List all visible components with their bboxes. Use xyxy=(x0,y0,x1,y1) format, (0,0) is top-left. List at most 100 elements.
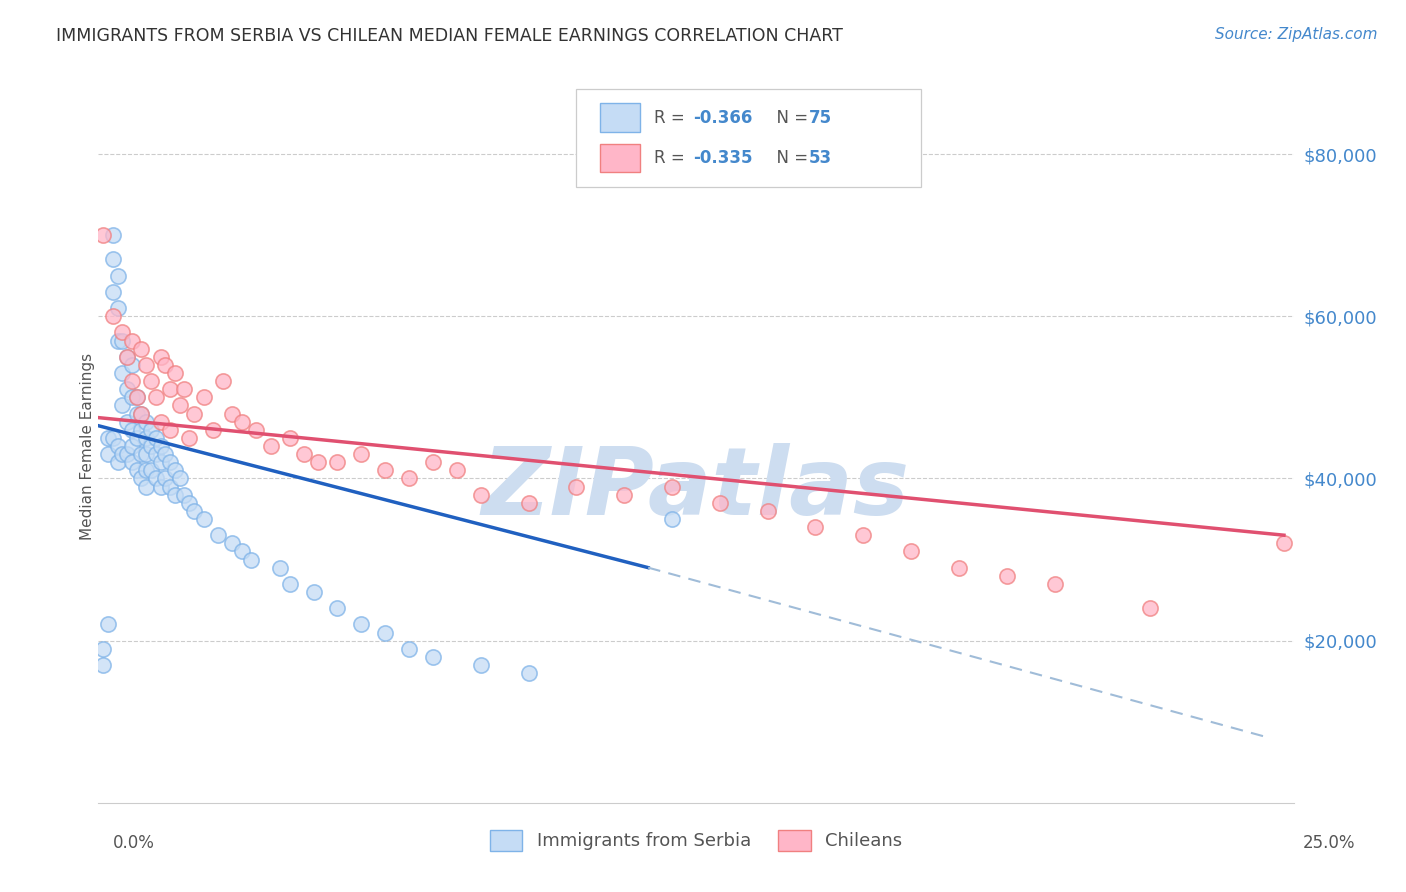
Point xyxy=(145,431,167,445)
Point xyxy=(159,423,181,437)
Point xyxy=(111,334,134,348)
Point xyxy=(613,488,636,502)
Point xyxy=(121,423,143,437)
Point xyxy=(326,455,349,469)
Text: Source: ZipAtlas.com: Source: ZipAtlas.com xyxy=(1215,27,1378,42)
Point xyxy=(374,463,396,477)
Text: 75: 75 xyxy=(808,109,831,127)
Point xyxy=(101,431,124,445)
Point xyxy=(111,399,134,413)
Text: IMMIGRANTS FROM SERBIA VS CHILEAN MEDIAN FEMALE EARNINGS CORRELATION CHART: IMMIGRANTS FROM SERBIA VS CHILEAN MEDIAN… xyxy=(56,27,844,45)
Point xyxy=(269,560,291,574)
Point xyxy=(169,471,191,485)
Text: N =: N = xyxy=(766,149,814,167)
Point xyxy=(121,374,143,388)
Point xyxy=(179,431,201,445)
Point xyxy=(131,407,153,421)
Point xyxy=(135,447,157,461)
Point xyxy=(131,447,153,461)
Point xyxy=(202,423,225,437)
Point xyxy=(107,301,129,315)
Point xyxy=(278,577,301,591)
Point xyxy=(159,382,181,396)
Point xyxy=(125,431,148,445)
Point xyxy=(995,568,1018,582)
Point xyxy=(135,463,157,477)
Point xyxy=(135,431,157,445)
Point xyxy=(107,439,129,453)
Point xyxy=(207,528,229,542)
Point xyxy=(97,447,120,461)
Point xyxy=(173,382,195,396)
Point xyxy=(517,666,540,681)
Point xyxy=(221,536,243,550)
Point xyxy=(121,439,143,453)
Point xyxy=(101,252,124,267)
Point xyxy=(661,479,683,493)
Point xyxy=(101,285,124,299)
Point xyxy=(149,415,172,429)
Point xyxy=(101,310,124,324)
Text: R =: R = xyxy=(654,149,690,167)
Point xyxy=(422,649,444,664)
Point xyxy=(131,342,153,356)
Point xyxy=(111,447,134,461)
Point xyxy=(121,455,143,469)
Point xyxy=(155,471,177,485)
Text: -0.335: -0.335 xyxy=(693,149,752,167)
Point xyxy=(107,334,129,348)
Point xyxy=(139,463,162,477)
Point xyxy=(115,350,138,364)
Text: 53: 53 xyxy=(808,149,831,167)
Point xyxy=(125,407,148,421)
Text: 0.0%: 0.0% xyxy=(112,834,155,852)
Point xyxy=(111,366,134,380)
Point xyxy=(155,358,177,372)
Point xyxy=(97,431,120,445)
Point xyxy=(470,657,492,672)
Point xyxy=(145,471,167,485)
Text: 25.0%: 25.0% xyxy=(1302,834,1355,852)
Point xyxy=(145,447,167,461)
Point xyxy=(163,366,186,380)
Point xyxy=(91,228,114,243)
Point xyxy=(125,390,148,404)
Point xyxy=(193,512,215,526)
Point xyxy=(900,544,922,558)
Point xyxy=(155,447,177,461)
Text: N =: N = xyxy=(766,109,814,127)
Point xyxy=(101,228,124,243)
Point xyxy=(135,415,157,429)
Point xyxy=(211,374,233,388)
Point xyxy=(183,504,205,518)
Point xyxy=(107,268,129,283)
Point xyxy=(115,382,138,396)
Point xyxy=(159,455,181,469)
Point xyxy=(470,488,492,502)
Point xyxy=(565,479,588,493)
Point xyxy=(149,439,172,453)
Point xyxy=(111,326,134,340)
Point xyxy=(183,407,205,421)
Point xyxy=(131,407,153,421)
Point xyxy=(259,439,281,453)
Point xyxy=(121,334,143,348)
Point xyxy=(131,471,153,485)
Point xyxy=(139,423,162,437)
Point xyxy=(91,657,114,672)
Point xyxy=(709,496,731,510)
Point xyxy=(852,528,875,542)
Point xyxy=(145,390,167,404)
Point xyxy=(149,455,172,469)
Point xyxy=(193,390,215,404)
Legend: Immigrants from Serbia, Chileans: Immigrants from Serbia, Chileans xyxy=(482,822,910,858)
Point xyxy=(326,601,349,615)
Point xyxy=(163,463,186,477)
Point xyxy=(121,358,143,372)
Point xyxy=(398,471,420,485)
Text: -0.366: -0.366 xyxy=(693,109,752,127)
Point xyxy=(245,423,267,437)
Point xyxy=(115,350,138,364)
Point xyxy=(115,447,138,461)
Point xyxy=(374,625,396,640)
